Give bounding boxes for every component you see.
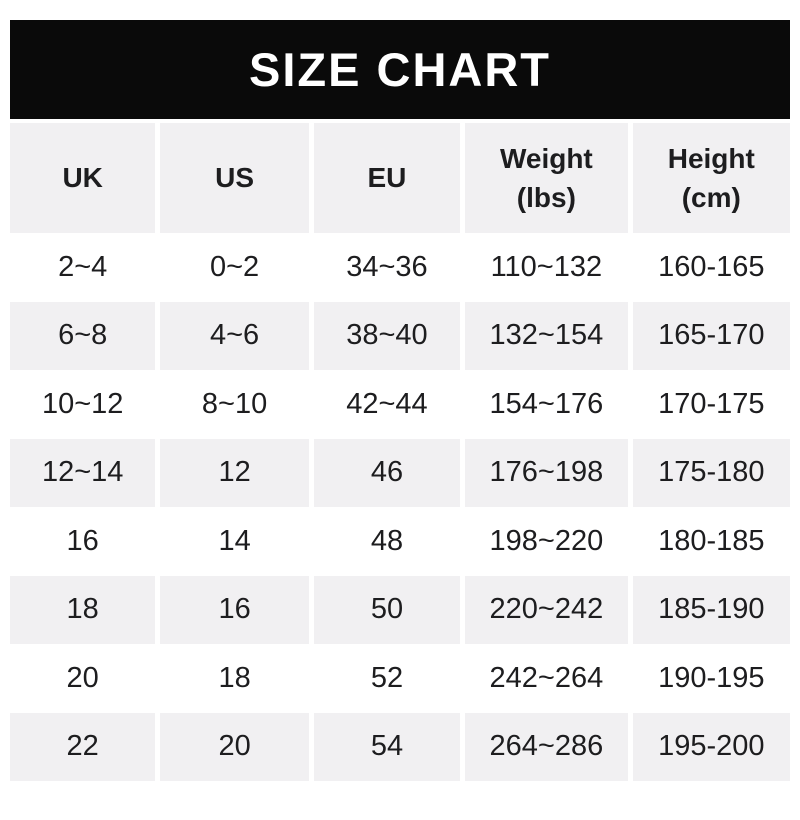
table-cell: 20	[160, 712, 309, 781]
table-cell: 2~4	[10, 233, 156, 302]
table-cell: 10~12	[10, 370, 156, 439]
table-cell: 4~6	[160, 301, 309, 370]
header-us: US	[160, 123, 309, 233]
table-cell: 180-185	[632, 507, 790, 576]
table-cell: 170-175	[632, 370, 790, 439]
table-cell: 160-165	[632, 233, 790, 302]
table-cell: 165-170	[632, 301, 790, 370]
header-weight: Weight (lbs)	[465, 123, 628, 233]
table-cell: 34~36	[313, 233, 461, 302]
table-cell: 175-180	[632, 438, 790, 507]
table-cell: 220~242	[465, 575, 628, 644]
table-cell: 54	[313, 712, 461, 781]
table-cell: 176~198	[465, 438, 628, 507]
table-cell: 132~154	[465, 301, 628, 370]
size-table: UK US EU Weight (lbs) Height (cm) 2~4 0~…	[10, 123, 790, 781]
page-title: SIZE CHART	[249, 43, 551, 96]
table-cell: 16	[10, 507, 156, 576]
table-cell: 264~286	[465, 712, 628, 781]
size-chart-banner: SIZE CHART	[10, 20, 790, 119]
table-cell: 110~132	[465, 233, 628, 302]
table-cell: 190-195	[632, 644, 790, 713]
table-cell: 42~44	[313, 370, 461, 439]
table-cell: 198~220	[465, 507, 628, 576]
header-height: Height (cm)	[632, 123, 790, 233]
header-eu: EU	[313, 123, 461, 233]
table-cell: 12	[160, 438, 309, 507]
table-cell: 18	[10, 575, 156, 644]
table-cell: 20	[10, 644, 156, 713]
table-cell: 12~14	[10, 438, 156, 507]
header-uk: UK	[10, 123, 156, 233]
table-cell: 18	[160, 644, 309, 713]
table-cell: 16	[160, 575, 309, 644]
table-cell: 46	[313, 438, 461, 507]
table-cell: 242~264	[465, 644, 628, 713]
table-cell: 48	[313, 507, 461, 576]
table-cell: 0~2	[160, 233, 309, 302]
table-cell: 154~176	[465, 370, 628, 439]
table-cell: 6~8	[10, 301, 156, 370]
table-cell: 8~10	[160, 370, 309, 439]
table-cell: 38~40	[313, 301, 461, 370]
table-cell: 50	[313, 575, 461, 644]
table-cell: 52	[313, 644, 461, 713]
table-cell: 14	[160, 507, 309, 576]
table-cell: 185-190	[632, 575, 790, 644]
table-cell: 195-200	[632, 712, 790, 781]
table-cell: 22	[10, 712, 156, 781]
